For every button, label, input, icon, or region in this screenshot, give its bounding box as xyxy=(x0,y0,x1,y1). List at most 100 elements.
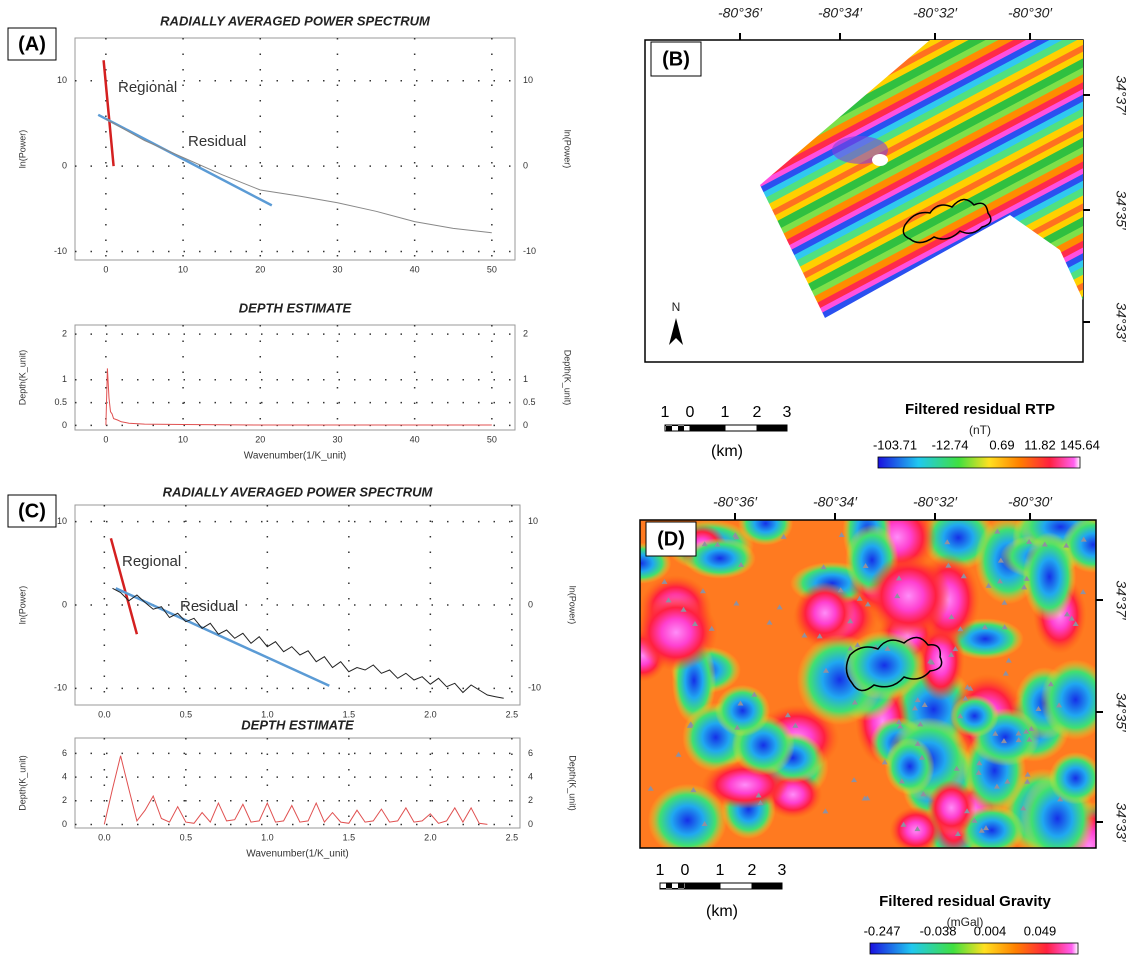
station-marker xyxy=(967,685,974,691)
station-marker xyxy=(1004,778,1011,784)
y-axis-label: Depth(K_unit) xyxy=(17,755,27,811)
map-anomaly xyxy=(684,537,756,579)
station-marker xyxy=(699,588,706,594)
x-tick-label: 1.0 xyxy=(261,832,274,842)
map-anomaly xyxy=(794,581,855,645)
legend-unit: (mGal) xyxy=(947,915,984,929)
colorbar-label: -12.74 xyxy=(932,437,969,452)
plot-frame xyxy=(74,737,521,829)
station-marker xyxy=(714,541,721,547)
plot-frame xyxy=(74,504,521,706)
x-tick-label: 0 xyxy=(103,264,108,274)
map-frame xyxy=(639,519,1097,849)
station-marker xyxy=(851,777,858,783)
station-marker xyxy=(994,528,1001,534)
station-marker xyxy=(854,642,861,648)
station-marker xyxy=(816,633,823,639)
station-marker xyxy=(1026,538,1033,544)
station-marker xyxy=(776,604,783,610)
y-tick-label: 2 xyxy=(62,795,67,805)
y2-tick-label: 0 xyxy=(528,599,533,609)
colorbar xyxy=(869,942,1079,955)
legend-title: Filtered residual Gravity xyxy=(879,893,1051,910)
x-tick-label: 20 xyxy=(255,264,265,274)
study-outline xyxy=(845,636,943,692)
station-marker xyxy=(993,783,1000,789)
y-tick-label: -10 xyxy=(54,246,67,256)
y-tick-label: 0 xyxy=(62,160,67,170)
chart-title: DEPTH ESTIMATE xyxy=(239,300,352,315)
x-tick-label: 0.0 xyxy=(98,709,111,719)
y-axis-label: ln(Power) xyxy=(17,586,27,625)
station-marker xyxy=(976,760,983,766)
station-marker xyxy=(917,721,924,727)
scale-label: 3 xyxy=(778,862,787,879)
y2-axis-label: ln(Power) xyxy=(563,130,573,169)
chart-title: RADIALLY AVERAGED POWER SPECTRUM xyxy=(160,13,431,28)
x-tick-label: 2.5 xyxy=(506,832,519,842)
station-marker xyxy=(948,614,955,620)
x-tick-label: 30 xyxy=(332,434,342,444)
station-marker xyxy=(822,667,829,673)
station-marker xyxy=(1072,621,1079,627)
station-marker xyxy=(691,621,698,627)
station-marker xyxy=(847,618,854,624)
scale-bar xyxy=(664,424,691,432)
station-marker xyxy=(1068,615,1075,621)
y2-tick-label: 4 xyxy=(528,771,533,781)
station-marker xyxy=(665,597,672,603)
station-marker xyxy=(1024,778,1031,784)
x-tick-label: 1.0 xyxy=(261,709,274,719)
station-marker xyxy=(981,624,988,630)
station-marker xyxy=(1026,736,1033,742)
scale-label: 2 xyxy=(748,862,757,879)
station-marker xyxy=(701,820,708,826)
x-tick-label: 0.5 xyxy=(180,709,193,719)
lon-label: -80°30′ xyxy=(1008,5,1053,21)
y2-tick-label: 0.5 xyxy=(523,397,536,407)
station-marker xyxy=(971,817,978,823)
station-marker xyxy=(1063,542,1070,548)
map-anomaly xyxy=(640,594,718,671)
panel-label: (B) xyxy=(662,48,690,70)
chart-title: RADIALLY AVERAGED POWER SPECTRUM xyxy=(163,484,434,499)
x-tick-label: 1.5 xyxy=(343,709,356,719)
station-marker xyxy=(954,831,961,837)
station-marker xyxy=(1015,730,1022,736)
series-line xyxy=(115,587,330,687)
y-tick-label: 1 xyxy=(62,374,67,384)
station-marker xyxy=(921,702,928,708)
lat-label: 34°37′ xyxy=(1113,580,1129,621)
map-anomaly xyxy=(843,630,926,700)
scale-label: 1 xyxy=(656,862,665,879)
station-marker xyxy=(1080,536,1087,542)
station-marker xyxy=(920,791,927,797)
scale-label: 0 xyxy=(681,862,690,879)
y-tick-label: 4 xyxy=(62,771,67,781)
station-marker xyxy=(945,562,952,568)
station-marker xyxy=(1005,657,1012,663)
station-marker xyxy=(1080,589,1087,595)
map-anomaly xyxy=(872,154,888,166)
colorbar xyxy=(877,456,1081,469)
station-marker xyxy=(661,578,668,584)
y-tick-label: 0 xyxy=(62,599,67,609)
station-marker xyxy=(784,712,791,718)
y2-axis-label: ln(Power) xyxy=(568,586,578,625)
station-marker xyxy=(1024,771,1031,777)
lon-label: -80°36′ xyxy=(713,494,758,510)
y2-axis-label: Depth(K_unit) xyxy=(563,350,573,406)
panel-label-box xyxy=(7,494,57,528)
map-panel xyxy=(639,519,1097,849)
map-anomaly xyxy=(959,805,1025,848)
panel-label-box xyxy=(650,41,702,77)
station-marker xyxy=(895,719,902,725)
x-tick-label: 50 xyxy=(487,434,497,444)
series-annotation: Regional xyxy=(122,553,181,570)
y-axis-label: Depth(K_unit) xyxy=(17,350,27,406)
station-marker xyxy=(755,792,762,798)
station-marker xyxy=(894,593,901,599)
x-tick-label: 0 xyxy=(103,434,108,444)
x-tick-label: 0.5 xyxy=(180,832,193,842)
